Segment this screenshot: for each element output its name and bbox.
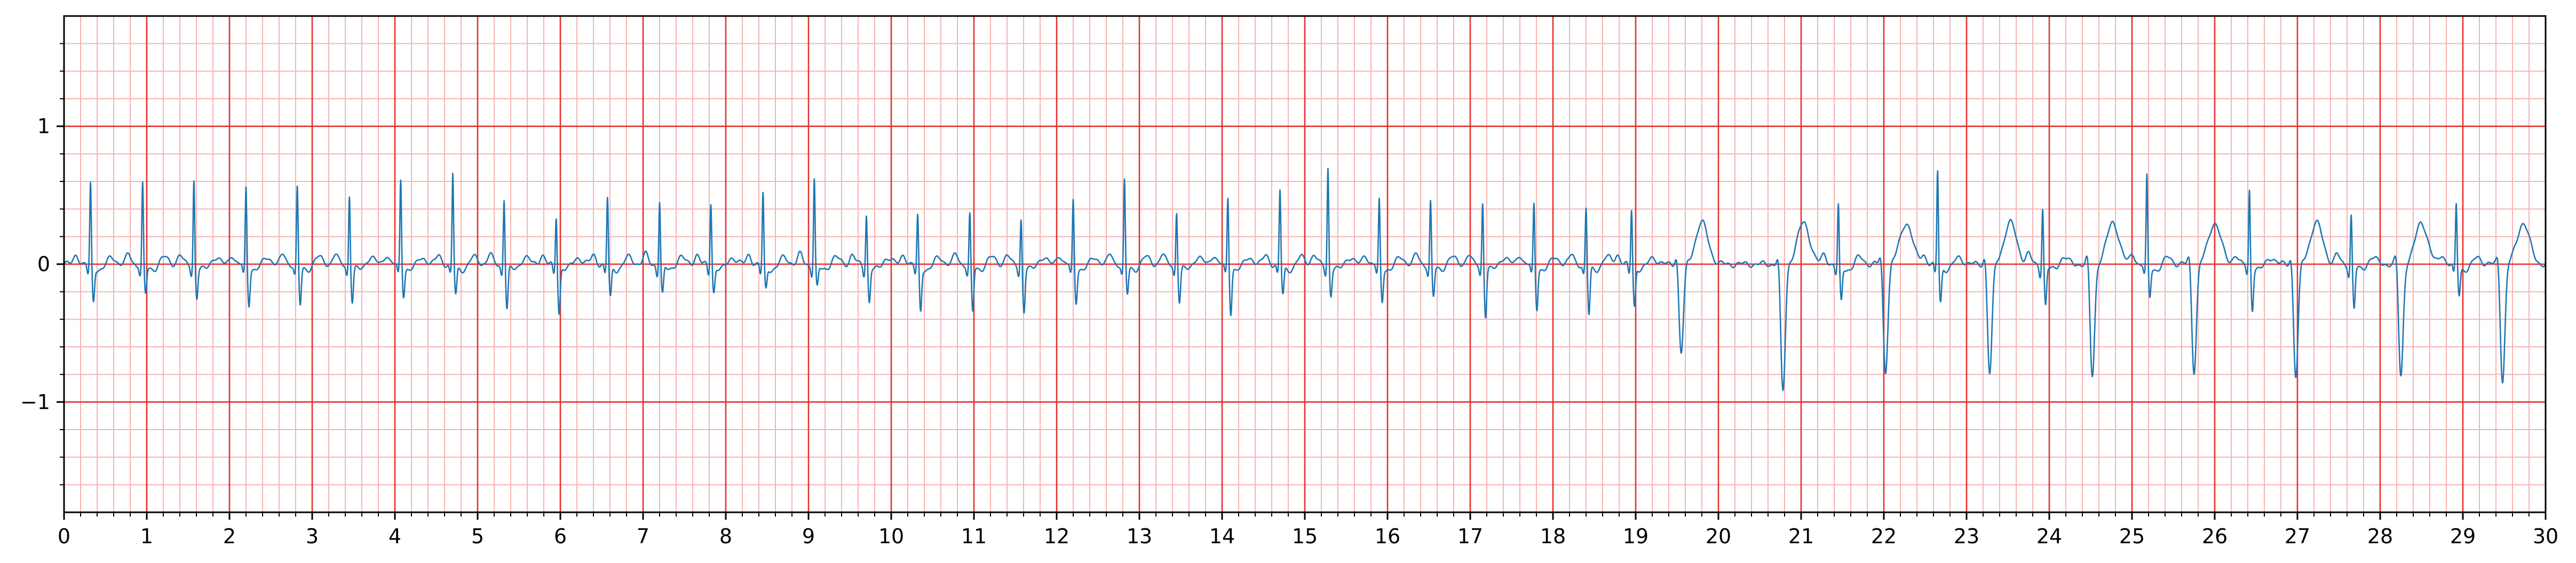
x-tick-label: 9: [802, 525, 815, 548]
x-tick-label: 25: [2119, 525, 2145, 548]
major-grid: [63, 16, 2547, 512]
x-tick-label: 15: [1292, 525, 1318, 548]
x-tick-label: 26: [2202, 525, 2228, 548]
x-axis: 0 1 2 3 4 5 6 7 8 9 10 11 12 13 14 15 16 17 18 19 20 21 22 23 24…: [58, 512, 2558, 548]
x-tick-label: 20: [1706, 525, 1731, 548]
x-tick-label: 2: [223, 525, 236, 548]
x-tick-label: 19: [1623, 525, 1648, 548]
x-tick-label: 23: [1954, 525, 1979, 548]
x-tick-label: 29: [2450, 525, 2476, 548]
x-tick-label: 17: [1457, 525, 1483, 548]
x-tick-label: 28: [2367, 525, 2393, 548]
ecg-trace: [63, 168, 2547, 391]
x-tick-label: 0: [58, 525, 70, 548]
x-tick-label: 10: [878, 525, 904, 548]
y-tick-label: 1: [37, 115, 50, 138]
x-tick-label: 5: [471, 525, 484, 548]
x-tick-label: 22: [1871, 525, 1897, 548]
y-tick-label: 0: [37, 252, 50, 276]
x-tick-label: 4: [389, 525, 401, 548]
x-tick-label: 1: [140, 525, 153, 548]
x-tick-label: 14: [1209, 525, 1235, 548]
x-tick-label: 27: [2285, 525, 2310, 548]
x-tick-label: 18: [1540, 525, 1566, 548]
x-tick-label: 3: [306, 525, 319, 548]
x-tick-label: 8: [719, 525, 732, 548]
y-axis: −1 0 1: [20, 43, 64, 486]
x-tick-label: 6: [554, 525, 567, 548]
x-tick-label: 7: [637, 525, 649, 548]
x-tick-label: 13: [1127, 525, 1152, 548]
y-tick-label: −1: [20, 390, 50, 414]
x-tick-label: 24: [2036, 525, 2062, 548]
x-tick-label: 21: [1788, 525, 1814, 548]
x-tick-label: 16: [1375, 525, 1400, 548]
x-tick-label: 30: [2533, 525, 2558, 548]
x-tick-label: 12: [1044, 525, 1069, 548]
x-tick-label: 11: [961, 525, 987, 548]
